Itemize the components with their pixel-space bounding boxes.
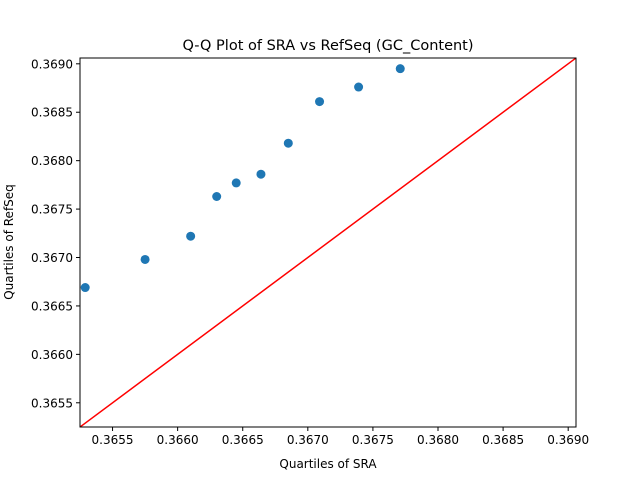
x-tick-label: 0.3665 bbox=[222, 433, 264, 447]
reference-line bbox=[80, 58, 576, 427]
x-tick-label: 0.3670 bbox=[287, 433, 329, 447]
x-tick-label: 0.3690 bbox=[547, 433, 589, 447]
y-tick-label: 0.3670 bbox=[31, 251, 73, 265]
y-tick-label: 0.3690 bbox=[31, 57, 73, 71]
scatter-point-4 bbox=[212, 191, 222, 201]
scatter-point-8 bbox=[315, 97, 325, 107]
y-axis-ticks: 0.3655 0.3660 0.3665 0.3670 0.3675 0.3680 0.36… bbox=[31, 57, 80, 410]
x-tick-label: 0.3680 bbox=[417, 433, 459, 447]
scatter-point-3 bbox=[186, 231, 196, 241]
scatter-point-7 bbox=[283, 138, 293, 148]
y-tick-label: 0.3660 bbox=[31, 348, 73, 362]
y-tick-label: 0.3680 bbox=[31, 154, 73, 168]
chart-title: Q-Q Plot of SRA vs RefSeq (GC_Content) bbox=[182, 38, 473, 54]
x-tick-label: 0.3675 bbox=[352, 433, 394, 447]
y-tick-label: 0.3675 bbox=[31, 203, 73, 217]
scatter-point-9 bbox=[354, 82, 364, 92]
x-axis-label: Quartiles of SRA bbox=[279, 457, 377, 471]
scatter-point-2 bbox=[140, 254, 150, 264]
plot-marks bbox=[80, 58, 576, 427]
plot-area-frame bbox=[79, 57, 577, 428]
x-axis-ticks: 0.3655 0.3660 0.3665 0.3670 0.3675 0.3680 0.36… bbox=[92, 427, 589, 447]
x-tick-label: 0.3660 bbox=[157, 433, 199, 447]
scatter-point-5 bbox=[231, 178, 241, 188]
y-tick-label: 0.3655 bbox=[31, 396, 73, 410]
y-tick-label: 0.3665 bbox=[31, 299, 73, 313]
scatter-point-6 bbox=[256, 169, 266, 179]
plot-content bbox=[80, 58, 576, 427]
x-tick-label: 0.3655 bbox=[92, 433, 134, 447]
x-tick-label: 0.3685 bbox=[482, 433, 524, 447]
y-axis-label: Quartiles of RefSeq bbox=[2, 184, 16, 300]
scatter-point-1 bbox=[80, 283, 90, 293]
y-tick-label: 0.3685 bbox=[31, 106, 73, 120]
scatter-point-10 bbox=[395, 64, 405, 74]
